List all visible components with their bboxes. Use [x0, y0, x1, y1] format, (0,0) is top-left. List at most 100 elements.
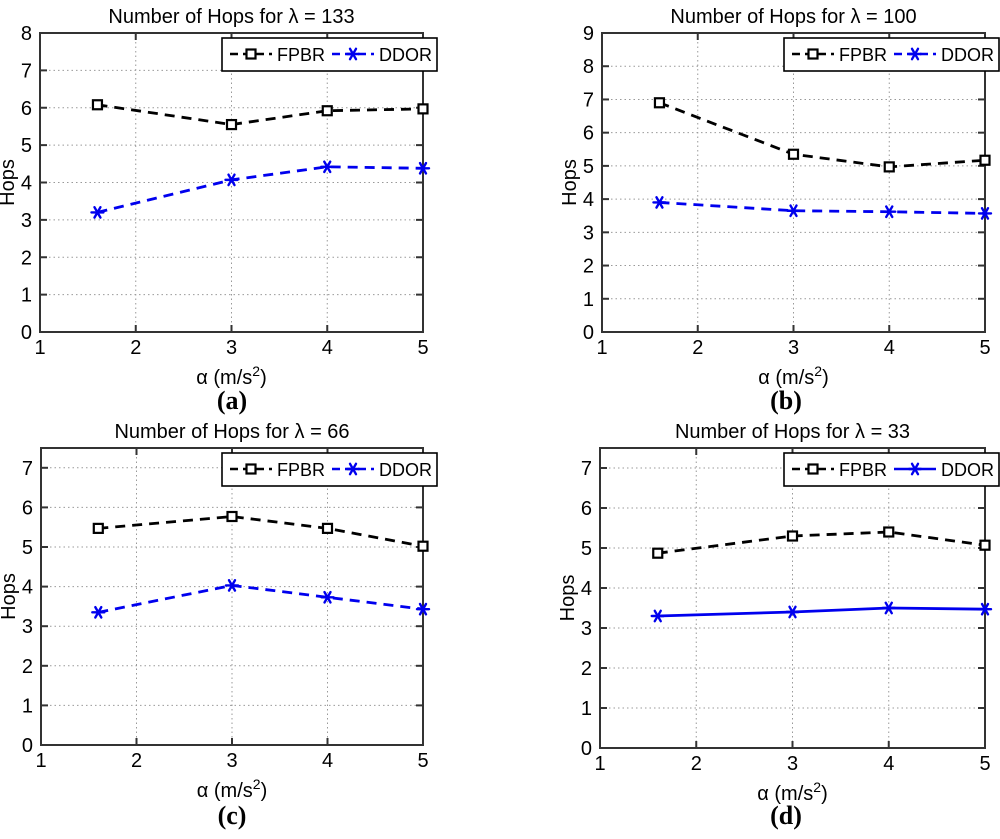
square-marker	[652, 547, 664, 559]
series-line-ddor	[657, 606, 986, 618]
y-tick-label: 0	[581, 738, 592, 760]
legend-label: DDOR	[379, 45, 432, 65]
subplot-caption-c: (c)	[217, 801, 247, 830]
square-marker	[225, 118, 238, 131]
x-tick-label: 5	[979, 753, 990, 775]
legend-label: FPBR	[839, 45, 887, 65]
series-line-fpbr	[98, 515, 424, 548]
x-axis-label: α (m/s2)	[197, 776, 267, 802]
x-tick-label: 1	[34, 337, 45, 359]
y-tick-label: 7	[581, 458, 592, 480]
x-tick-label: 3	[226, 337, 237, 359]
chart-title: Number of Hops for λ = 33	[675, 421, 910, 443]
square-marker	[321, 105, 333, 117]
chart-title: Number of Hops for λ = 66	[114, 421, 349, 443]
y-tick-label: 3	[22, 616, 33, 638]
y-tick-label: 4	[22, 577, 33, 599]
square-marker	[787, 148, 800, 160]
series-markers-ddor	[90, 160, 431, 219]
y-tick-label: 4	[21, 173, 32, 195]
legend-label: FPBR	[277, 45, 325, 65]
y-tick-label: 7	[583, 89, 594, 111]
subplot-d: 1 2 3 4 5 0 1 2 3 4 5 6 7 Number of Hops for λ = 33 Ho…	[500, 420, 1000, 839]
y-tick-label: 0	[21, 322, 32, 344]
y-tick-label: 5	[21, 135, 32, 157]
y-tick-label: 5	[22, 537, 33, 559]
y-tick-label: 4	[581, 578, 592, 600]
star-marker	[655, 196, 664, 209]
y-tick-label: 7	[22, 458, 33, 480]
star-marker	[910, 47, 920, 61]
y-tick-label: 8	[583, 56, 594, 78]
square-marker	[245, 463, 257, 475]
y-tick-label: 3	[583, 222, 594, 244]
star-marker	[94, 605, 103, 619]
x-tick-label: 4	[322, 750, 333, 772]
star-marker	[910, 462, 920, 476]
y-tick-label: 2	[21, 247, 32, 269]
star-marker	[884, 601, 893, 615]
star-marker	[348, 47, 358, 61]
x-tick-label: 4	[884, 337, 895, 359]
legend-label: DDOR	[941, 45, 994, 65]
square-marker	[417, 540, 429, 552]
square-marker	[979, 539, 991, 551]
legend: FPBR DDOR	[221, 37, 438, 72]
y-tick-label: 0	[583, 322, 594, 344]
subplot-caption-b: (b)	[770, 386, 802, 415]
star-marker	[789, 204, 798, 218]
y-tick-label: 6	[21, 98, 32, 120]
chart-title: Number of Hops for λ = 100	[670, 6, 916, 28]
x-tick-label: 1	[594, 753, 605, 775]
series-line-ddor	[98, 583, 424, 614]
series-markers-ddor	[91, 579, 431, 619]
x-axis-label: α (m/s2)	[196, 363, 266, 389]
star-marker	[980, 602, 990, 616]
legend-label: FPBR	[277, 460, 325, 480]
gridlines	[600, 448, 985, 748]
x-tick-label: 5	[417, 337, 428, 359]
subplot-b: 1 2 3 4 5 0 1 2 3 4 5 6 7 8 9 Number of Hops for λ = 10…	[500, 0, 1000, 420]
legend: FPBR DDOR	[783, 452, 1000, 487]
y-tick-label: 0	[22, 735, 33, 757]
star-marker	[418, 602, 428, 616]
y-tick-label: 1	[22, 695, 33, 717]
gridlines	[40, 33, 423, 332]
y-tick-label: 6	[583, 123, 594, 145]
y-tick-label: 5	[581, 538, 592, 560]
series-line-ddor	[97, 165, 424, 214]
series-markers-fpbr	[653, 97, 991, 173]
legend-box	[783, 37, 1000, 72]
square-marker	[786, 530, 799, 542]
gridlines	[602, 33, 985, 332]
x-tick-label: 3	[226, 750, 237, 772]
y-tick-label: 3	[21, 210, 32, 232]
star-marker	[93, 206, 102, 219]
y-axis-label: Hops	[0, 573, 20, 620]
square-marker	[245, 48, 257, 60]
star-marker	[227, 173, 236, 187]
square-marker	[653, 97, 666, 109]
square-marker	[226, 510, 238, 523]
y-tick-label: 2	[22, 656, 33, 678]
x-tick-label: 1	[35, 750, 46, 772]
series-markers-fpbr	[92, 510, 429, 552]
subplot-caption-a: (a)	[216, 386, 248, 415]
chart-title: Number of Hops for λ = 133	[108, 6, 354, 28]
star-marker	[788, 605, 797, 619]
y-tick-label: 1	[583, 289, 594, 311]
star-marker	[323, 160, 332, 174]
tick-marks	[601, 32, 986, 333]
y-tick-label: 2	[583, 256, 594, 278]
subplot-caption-d: (d)	[770, 801, 802, 830]
square-marker	[91, 99, 104, 111]
x-tick-label: 3	[788, 337, 799, 359]
square-marker	[417, 103, 429, 115]
y-tick-label: 3	[581, 618, 592, 640]
legend-box	[221, 37, 438, 72]
square-marker	[979, 154, 991, 166]
x-tick-label: 2	[691, 753, 702, 775]
y-tick-label: 9	[583, 23, 594, 45]
